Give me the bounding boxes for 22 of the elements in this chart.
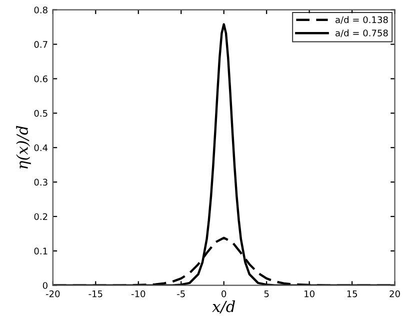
legend-label: a/d = 0.758 xyxy=(336,29,388,38)
y-tick-label: 0.6 xyxy=(34,75,48,82)
x-tick-label: 10 xyxy=(304,290,314,298)
x-tick-label: -15 xyxy=(88,290,102,298)
x-tick-label: -5 xyxy=(177,290,185,298)
y-axis-title: η(x)/d xyxy=(16,126,31,169)
y-tick-label: 0.4 xyxy=(34,144,48,152)
y-tick-label: 0.5 xyxy=(34,110,48,117)
y-tick-label: 0 xyxy=(42,282,48,289)
y-tick-label: 0.3 xyxy=(34,178,48,186)
x-tick-label: 0 xyxy=(222,290,226,298)
x-tick-label: 15 xyxy=(347,290,358,298)
x-axis-title: x/d xyxy=(212,300,236,314)
x-tick-label: 5 xyxy=(264,290,269,298)
legend-label: a/d = 0.138 xyxy=(336,16,388,24)
x-tick-label: -20 xyxy=(46,290,60,298)
x-tick-label: 20 xyxy=(390,290,400,298)
y-tick-label: 0.1 xyxy=(34,248,48,254)
x-tick-label: -10 xyxy=(131,290,146,298)
y-tick-label: 0.7 xyxy=(34,41,48,48)
y-tick-label: 0.8 xyxy=(34,6,48,14)
y-tick-label: 0.2 xyxy=(34,213,48,220)
